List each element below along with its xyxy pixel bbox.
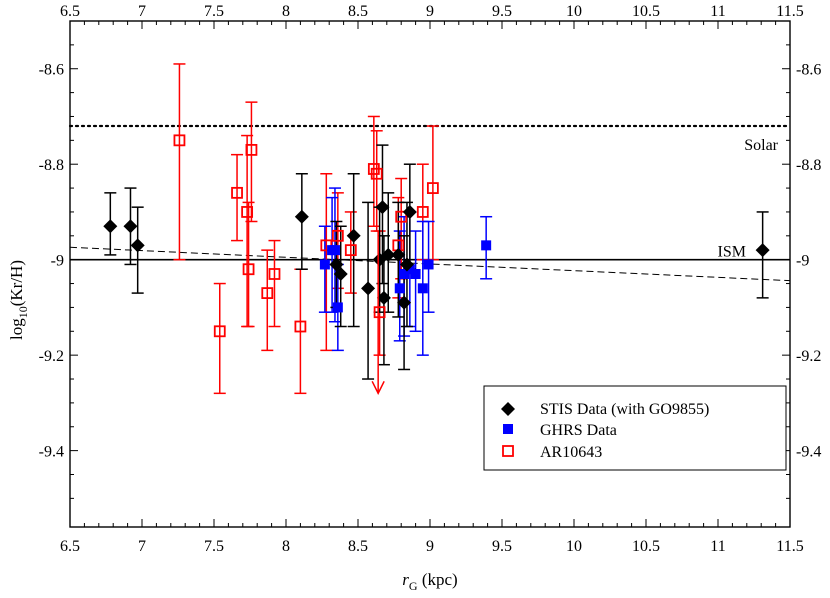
stis-data-point (103, 219, 118, 234)
ghrs-data-point (423, 259, 434, 270)
x-tick-label-top: 6.5 (60, 3, 80, 20)
x-tick-label: 9 (426, 538, 434, 555)
stis-data-point (397, 295, 412, 310)
ar10643-data-point (370, 167, 383, 180)
x-tick-label: 9.5 (492, 538, 512, 555)
x-tick-label-top: 11.5 (776, 3, 803, 20)
y-tick-label: -9.4 (39, 444, 64, 461)
x-tick-label-top: 8.5 (348, 3, 368, 20)
x-tick-label-top: 11 (710, 3, 725, 20)
x-tick-label: 6.5 (60, 538, 80, 555)
stis-data-point (346, 228, 361, 243)
x-tick-label-top: 10 (566, 3, 582, 20)
stis-data-point (130, 238, 145, 253)
legend-entry-ghrs: GHRS Data (503, 422, 617, 439)
y-tick-label-right: -9.4 (796, 444, 821, 461)
y-tick-label-right: -8.6 (796, 62, 821, 79)
ar10643-data-point (395, 210, 408, 223)
x-tick-label-top: 7.5 (204, 3, 224, 20)
ism-line-label: ISM (718, 244, 746, 261)
ar10643-data-point (344, 244, 357, 257)
axis-ticks: 6.5 6.5 7 7 7.5 7.5 8 8 8.5 8.5 9 9 9.5 9.5 10 10 10.5 10… (39, 3, 822, 555)
ar10643-data-point (416, 206, 429, 218)
ghrs-data-point (329, 245, 340, 256)
stis-data-point (391, 247, 406, 262)
ar10643-data-point (331, 229, 344, 242)
x-tick-label: 7 (138, 538, 146, 555)
data-markers (103, 134, 770, 396)
stis-data-point (381, 247, 396, 262)
legend-square-marker (503, 424, 513, 434)
ghrs-data-point (332, 302, 343, 313)
stis-data-point (375, 200, 390, 215)
legend-box (483, 385, 787, 471)
legend-entry-stis: STIS Data (with GO9855) (501, 401, 709, 418)
legend-entry-ar10643: AR10643 (502, 444, 602, 461)
upper-limit-arrow-head (371, 381, 385, 396)
ar10643-data-point (242, 263, 255, 276)
x-tick-label: 10 (566, 538, 582, 555)
linear-fit-line (69, 246, 791, 282)
legend-diamond-marker (501, 402, 515, 416)
error-bars (104, 63, 769, 395)
ar10643-data-point (426, 182, 439, 194)
x-tick-label: 8.5 (348, 538, 368, 555)
stis-data-point (333, 267, 348, 281)
ghrs-data-point (410, 269, 421, 279)
reference-lines (68, 124, 792, 282)
legend-label-stis: STIS Data (with GO9855) (540, 401, 709, 418)
ar10643-data-point (213, 325, 226, 338)
legend-open-square-marker (502, 445, 514, 457)
stis-data-point (376, 290, 391, 305)
ar10643-data-point (241, 206, 254, 218)
stis-data-point (294, 209, 309, 224)
x-axis-label: rG (kpc) (402, 570, 457, 593)
reference-line-labels: Solar ISM (718, 137, 779, 261)
y-tick-label-right: -8.8 (796, 157, 821, 174)
stis-data-point (755, 243, 770, 258)
solar-line-label: Solar (744, 137, 778, 154)
y-tick-label: -9.2 (39, 348, 64, 365)
plot-frame (69, 20, 791, 528)
ar10643-data-point (373, 306, 386, 319)
ghrs-data-point (394, 283, 405, 294)
y-tick-label: -9 (51, 253, 64, 270)
y-axis-label: log10(Kr/H) (7, 260, 30, 340)
y-tick-label-right: -9.2 (796, 348, 821, 365)
ar10643-data-point (173, 134, 186, 147)
ar10643-data-point (231, 186, 243, 199)
stis-data-point (123, 219, 138, 234)
stis-data-point (399, 257, 414, 272)
x-tick-label: 7.5 (204, 538, 224, 555)
x-tick-label-top: 7 (138, 3, 146, 20)
x-tick-label-top: 8 (282, 3, 290, 20)
x-tick-label: 8 (282, 538, 290, 555)
x-tick-label-top: 10.5 (632, 3, 660, 20)
ghrs-data-point (399, 269, 410, 279)
legend-label-ghrs: GHRS Data (540, 422, 617, 439)
ghrs-data-point (481, 240, 492, 251)
ghrs-data-point (404, 264, 415, 275)
x-tick-label: 11.5 (776, 538, 803, 555)
y-tick-label: -8.8 (39, 157, 64, 174)
ar10643-data-point (268, 268, 281, 280)
y-tick-label: -8.6 (39, 62, 64, 79)
x-tick-label: 11 (710, 538, 725, 555)
stis-data-point (361, 281, 376, 296)
ghrs-data-point (417, 283, 428, 294)
ar10643-data-point (245, 143, 258, 156)
x-tick-label-top: 9 (426, 3, 434, 20)
y-tick-label-right: -9 (796, 253, 809, 270)
x-tick-label: 10.5 (632, 538, 660, 555)
ar10643-data-point (261, 287, 274, 299)
stis-data-point (402, 204, 417, 219)
legend: STIS Data (with GO9855) GHRS Data AR1064… (483, 385, 787, 471)
ghrs-data-point (319, 259, 330, 270)
x-tick-label-top: 9.5 (492, 3, 512, 20)
legend-label-ar10643: AR10643 (540, 444, 602, 461)
ar10643-data-point (294, 320, 307, 333)
